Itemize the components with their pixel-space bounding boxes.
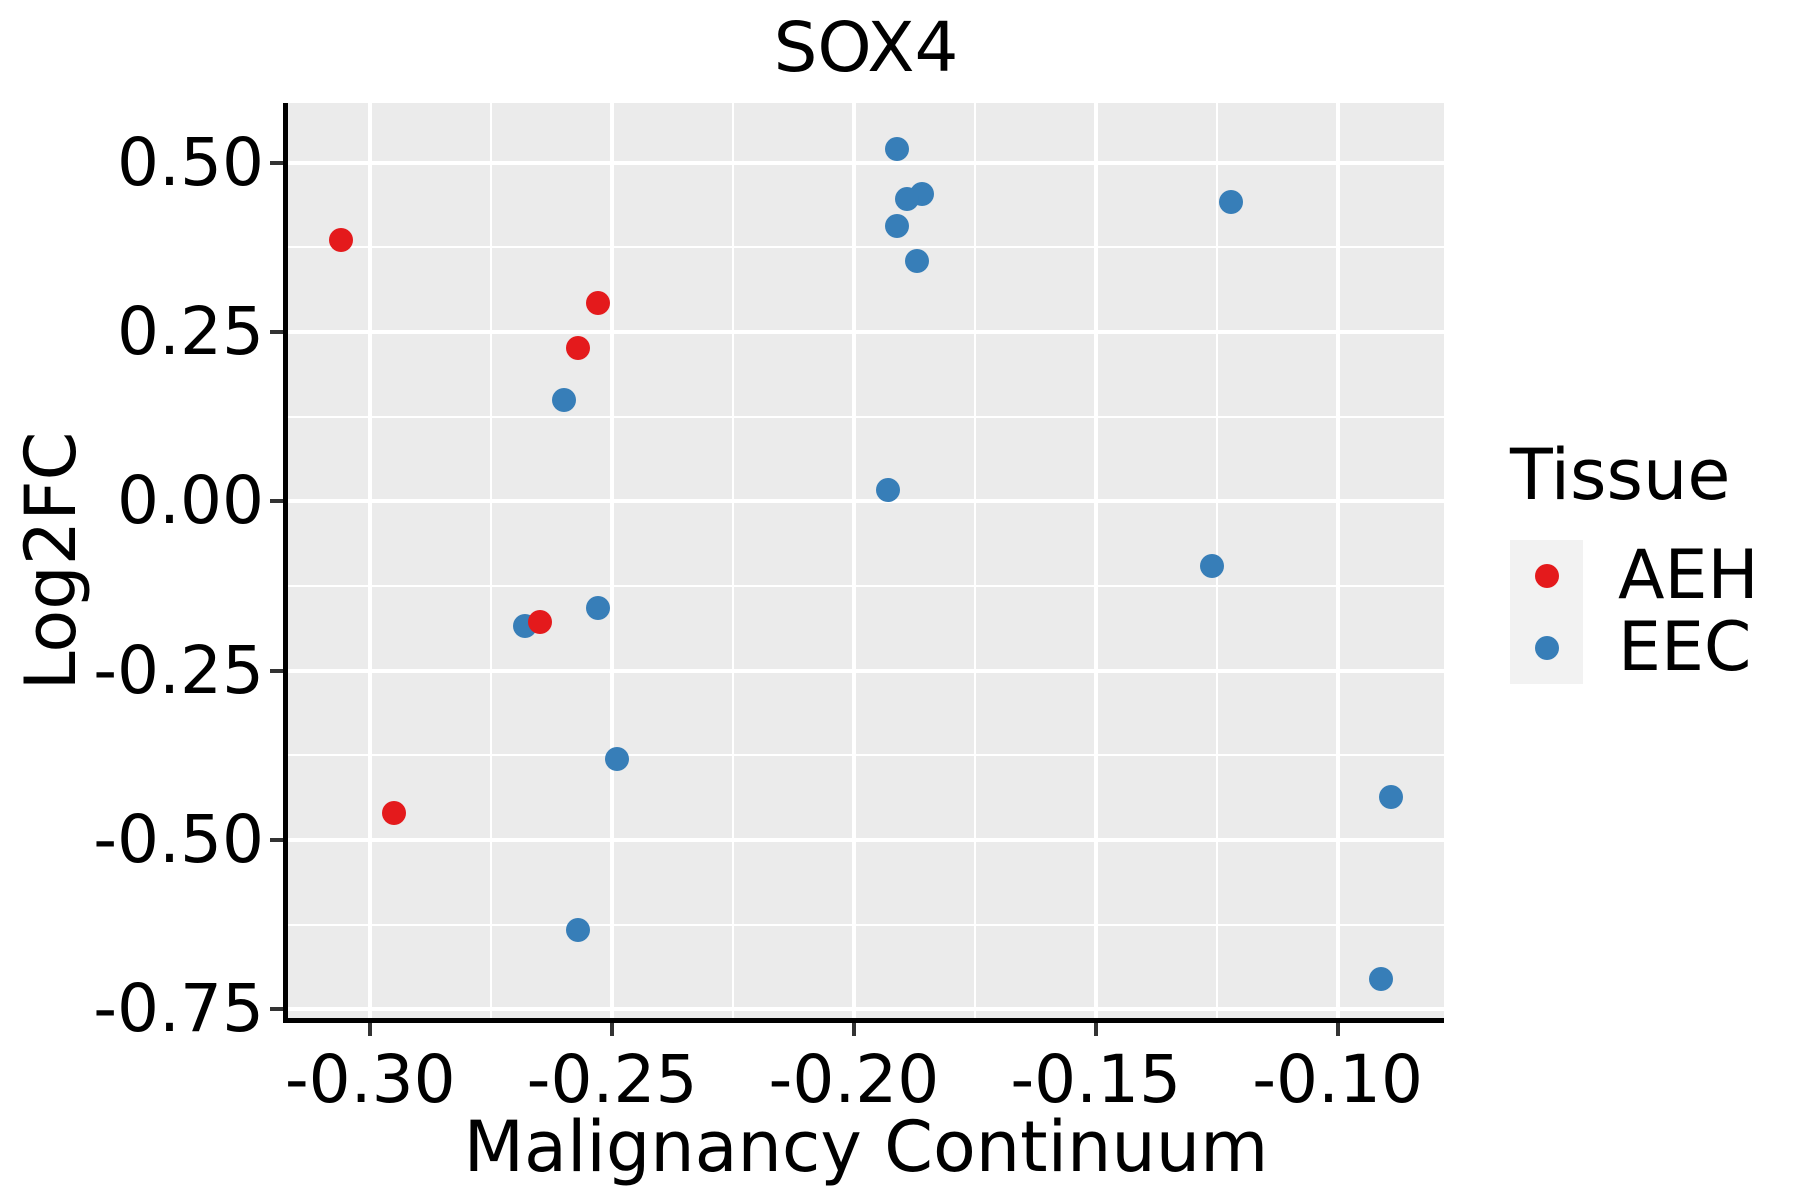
data-point-eec [895, 187, 920, 212]
y-axis-title: Log2FC [10, 431, 92, 691]
x-minor-gridline [731, 103, 734, 1020]
data-point-aeh [566, 336, 591, 361]
data-point-aeh [382, 801, 407, 826]
y-minor-gridline [288, 754, 1444, 757]
data-point-eec [1219, 189, 1244, 214]
y-tick-mark [270, 668, 283, 673]
legend-key-background [1510, 540, 1583, 684]
data-point-eec [551, 387, 576, 412]
y-tick-label: -0.50 [93, 800, 264, 878]
data-point-eec [904, 248, 929, 273]
y-tick-label: 0.00 [117, 462, 264, 540]
x-axis-title: Malignancy Continuum [463, 1106, 1269, 1188]
y-minor-gridline [288, 415, 1444, 418]
y-major-gridline [288, 837, 1444, 842]
x-tick-mark [851, 1023, 856, 1036]
x-major-gridline [851, 103, 856, 1020]
legend-dot-aeh [1534, 564, 1559, 588]
x-major-gridline [368, 103, 373, 1020]
data-point-eec [1369, 966, 1394, 991]
x-tick-label: -0.10 [1252, 1041, 1423, 1118]
y-tick-mark [270, 160, 283, 165]
y-tick-label: -0.75 [93, 970, 264, 1048]
y-tick-label: -0.25 [93, 631, 264, 709]
y-major-gridline [288, 1007, 1444, 1012]
y-major-gridline [288, 160, 1444, 165]
y-tick-label: 0.50 [117, 123, 264, 201]
x-tick-label: -0.20 [768, 1041, 940, 1118]
x-tick-label: -0.30 [284, 1041, 456, 1118]
y-tick-label: 0.25 [117, 292, 264, 370]
x-tick-mark [368, 1023, 373, 1036]
y-tick-mark [270, 837, 283, 842]
plot-panel [288, 103, 1444, 1020]
x-axis-line [283, 1018, 1444, 1023]
x-minor-gridline [973, 103, 976, 1020]
data-point-eec [1378, 785, 1403, 810]
y-tick-mark [270, 1007, 283, 1012]
data-point-eec [604, 747, 629, 772]
y-tick-mark [270, 499, 283, 504]
legend-title: Tissue [1510, 434, 1731, 516]
data-point-aeh [329, 228, 354, 253]
data-point-aeh [527, 609, 552, 634]
legend-dot-eec [1534, 636, 1559, 660]
y-major-gridline [288, 329, 1444, 334]
y-minor-gridline [288, 923, 1444, 926]
data-point-eec [885, 213, 910, 238]
y-major-gridline [288, 499, 1444, 504]
x-minor-gridline [490, 103, 493, 1020]
data-point-eec [885, 137, 910, 162]
y-major-gridline [288, 668, 1444, 673]
x-major-gridline [1335, 103, 1340, 1020]
x-major-gridline [610, 103, 615, 1020]
x-tick-mark [1335, 1023, 1340, 1036]
data-point-eec [875, 478, 900, 503]
y-axis-line [283, 103, 288, 1023]
legend-label-eec: EEC [1618, 608, 1752, 687]
y-tick-mark [270, 329, 283, 334]
plot-title: SOX4 [773, 8, 959, 88]
x-tick-mark [610, 1023, 615, 1036]
y-minor-gridline [288, 246, 1444, 249]
legend-label-aeh: AEH [1618, 536, 1759, 615]
x-major-gridline [1093, 103, 1098, 1020]
data-point-aeh [585, 291, 610, 316]
y-minor-gridline [288, 584, 1444, 587]
x-tick-mark [1093, 1023, 1098, 1036]
x-tick-label: -0.15 [1010, 1041, 1182, 1118]
x-tick-label: -0.25 [526, 1041, 698, 1118]
data-point-eec [566, 917, 591, 942]
data-point-eec [585, 596, 610, 621]
data-point-eec [1199, 554, 1224, 579]
